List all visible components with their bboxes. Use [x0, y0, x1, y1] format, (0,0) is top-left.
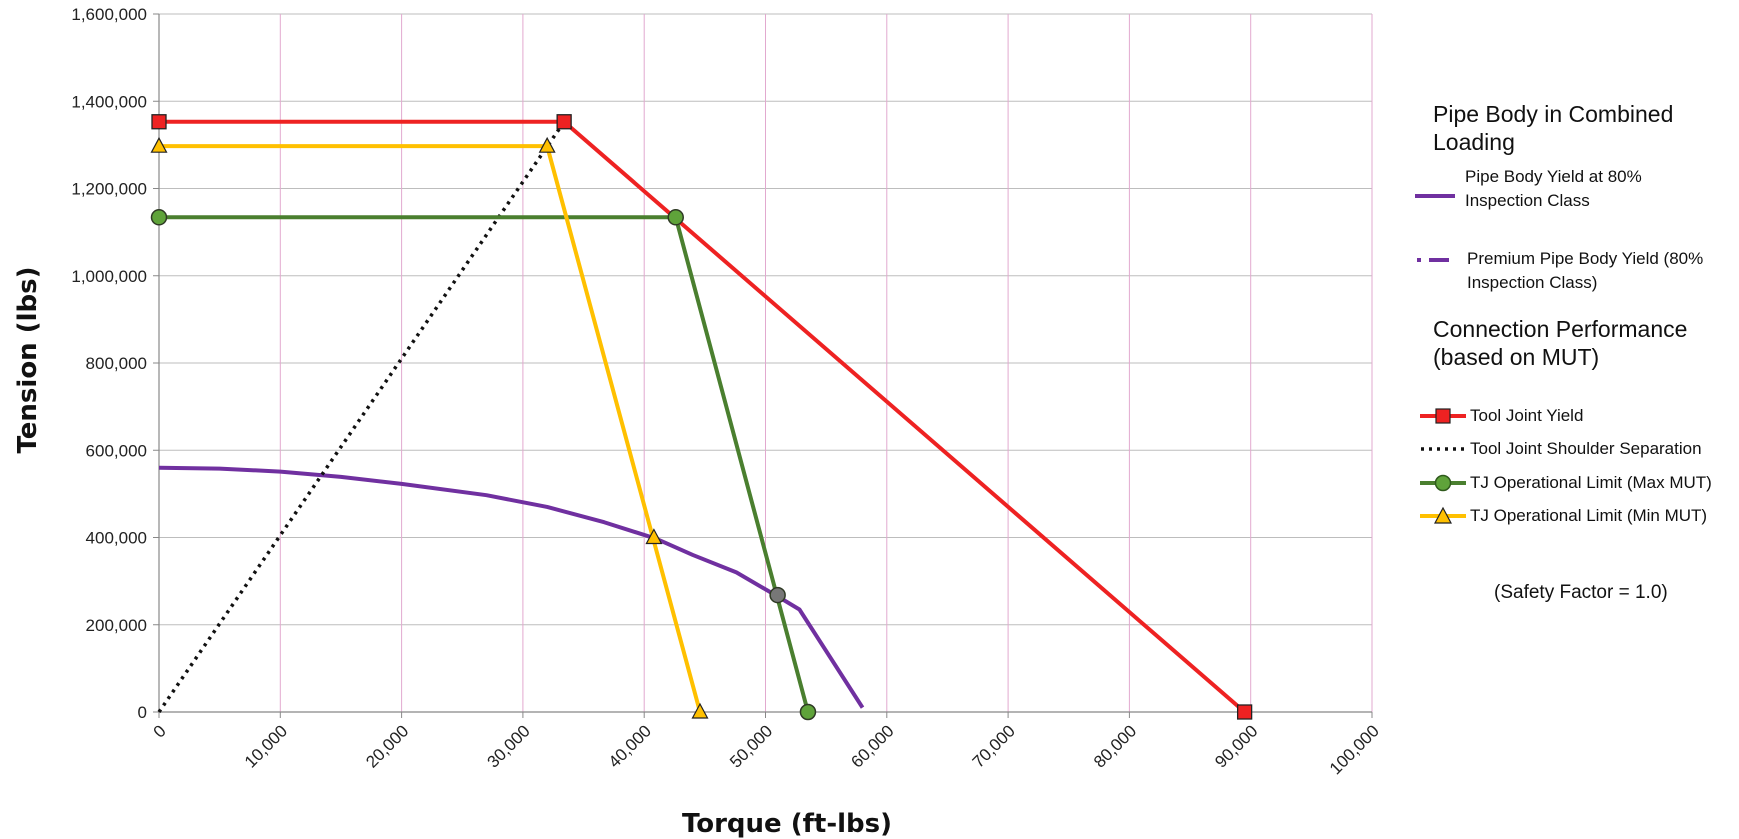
- x-tick-label: 30,000: [484, 721, 534, 771]
- data-point-square: [1236, 704, 1253, 720]
- x-tick-label: 70,000: [969, 721, 1019, 771]
- series-line: [159, 144, 702, 713]
- y-tick-label: 1,200,000: [71, 180, 147, 199]
- data-point-circle: [799, 703, 817, 721]
- data-markers: [150, 114, 1253, 721]
- y-tick-label: 800,000: [86, 354, 147, 373]
- data-point-triangle: [150, 136, 168, 153]
- data-point-triangle: [691, 702, 709, 719]
- legend-tool-joint-yield-label: Tool Joint Yield: [1470, 406, 1584, 425]
- legend-heading-pipe-body: Pipe Body in Combined Loading: [1433, 100, 1733, 156]
- y-tick-label: 400,000: [86, 529, 147, 548]
- data-point-circle: [150, 209, 168, 226]
- data-point-triangle: [538, 136, 556, 153]
- x-tick-label: 90,000: [1211, 721, 1261, 771]
- legend-pipe-body-yield-line2: Inspection Class: [1465, 191, 1590, 210]
- legend-entry-shoulder-separation: Tool Joint Shoulder Separation: [1418, 437, 1702, 461]
- x-tick-label: 20,000: [362, 721, 412, 771]
- legend-heading-pipe-line2: Loading: [1433, 129, 1515, 155]
- gridlines: [159, 13, 1373, 712]
- legend-pipe-body-yield-line1: Pipe Body Yield at 80%: [1465, 167, 1642, 186]
- y-axis-title: Tension (lbs): [13, 266, 43, 453]
- data-point-circle: [667, 209, 684, 226]
- legend-premium-line2: Inspection Class): [1467, 273, 1598, 292]
- green-circle-line-icon: [1420, 474, 1466, 492]
- y-tick-label: 1,400,000: [71, 92, 147, 111]
- data-point-square: [556, 114, 572, 130]
- dotted-black-line-icon: [1421, 447, 1466, 451]
- intersection-point-triangle: [645, 528, 663, 545]
- yellow-triangle-line-icon: [1420, 506, 1466, 524]
- legend-premium-line1: Premium Pipe Body Yield (80%: [1467, 249, 1704, 268]
- y-tick-label: 0: [138, 703, 147, 722]
- legend-heading-pipe-line1: Pipe Body in Combined: [1433, 101, 1674, 127]
- legend-tj-max-label: TJ Operational Limit (Max MUT): [1470, 473, 1712, 492]
- axes: [153, 13, 1373, 718]
- series-line: [157, 120, 566, 713]
- safety-factor-note: (Safety Factor = 1.0): [1494, 582, 1668, 603]
- series-line: [159, 215, 810, 713]
- red-square-line-icon: [1420, 408, 1466, 424]
- x-tick-label: 100,000: [1326, 721, 1383, 778]
- solid-purple-line-icon: [1415, 194, 1455, 198]
- y-tick-label: 200,000: [86, 616, 147, 635]
- legend-shoulder-separation-label: Tool Joint Shoulder Separation: [1470, 439, 1702, 458]
- y-tick-label: 1,000,000: [71, 267, 147, 286]
- x-tick-label: 0: [150, 721, 170, 741]
- x-tick-label: 80,000: [1090, 721, 1140, 771]
- y-tick-label: 1,600,000: [71, 5, 147, 24]
- y-tick-label: 600,000: [86, 441, 147, 460]
- series-line: [158, 465, 865, 709]
- legend-entry-premium-pipe-body-yield: Premium Pipe Body Yield (80% Inspection …: [1409, 247, 1703, 295]
- legend-entry-tool-joint-yield: Tool Joint Yield: [1418, 404, 1583, 428]
- data-series: [157, 119, 1246, 714]
- data-point-square: [151, 114, 167, 130]
- legend-heading-conn-line2: (based on MUT): [1433, 344, 1600, 370]
- legend-heading-conn-line1: Connection Performance: [1433, 316, 1688, 342]
- legend-tj-min-label: TJ Operational Limit (Min MUT): [1470, 506, 1708, 525]
- x-tick-label: 50,000: [726, 721, 776, 771]
- intersection-point-circle: [769, 586, 786, 604]
- x-tick-label: 10,000: [241, 721, 291, 771]
- legend-entry-tj-min: TJ Operational Limit (Min MUT): [1418, 504, 1707, 528]
- x-axis-title: Torque (ft-lbs): [682, 809, 892, 839]
- legend-heading-connection: Connection Performance (based on MUT): [1433, 315, 1733, 371]
- legend: Pipe Body in Combined Loading Pipe Body …: [1385, 0, 1739, 839]
- x-tick-label: 60,000: [847, 721, 897, 771]
- series-line: [159, 119, 1246, 714]
- legend-entry-tj-max: TJ Operational Limit (Max MUT): [1418, 471, 1712, 495]
- x-tick-label: 40,000: [605, 721, 655, 771]
- dash-dot-purple-line-icon: [1417, 258, 1449, 262]
- legend-entry-pipe-body-yield: Pipe Body Yield at 80% Inspection Class: [1409, 165, 1642, 213]
